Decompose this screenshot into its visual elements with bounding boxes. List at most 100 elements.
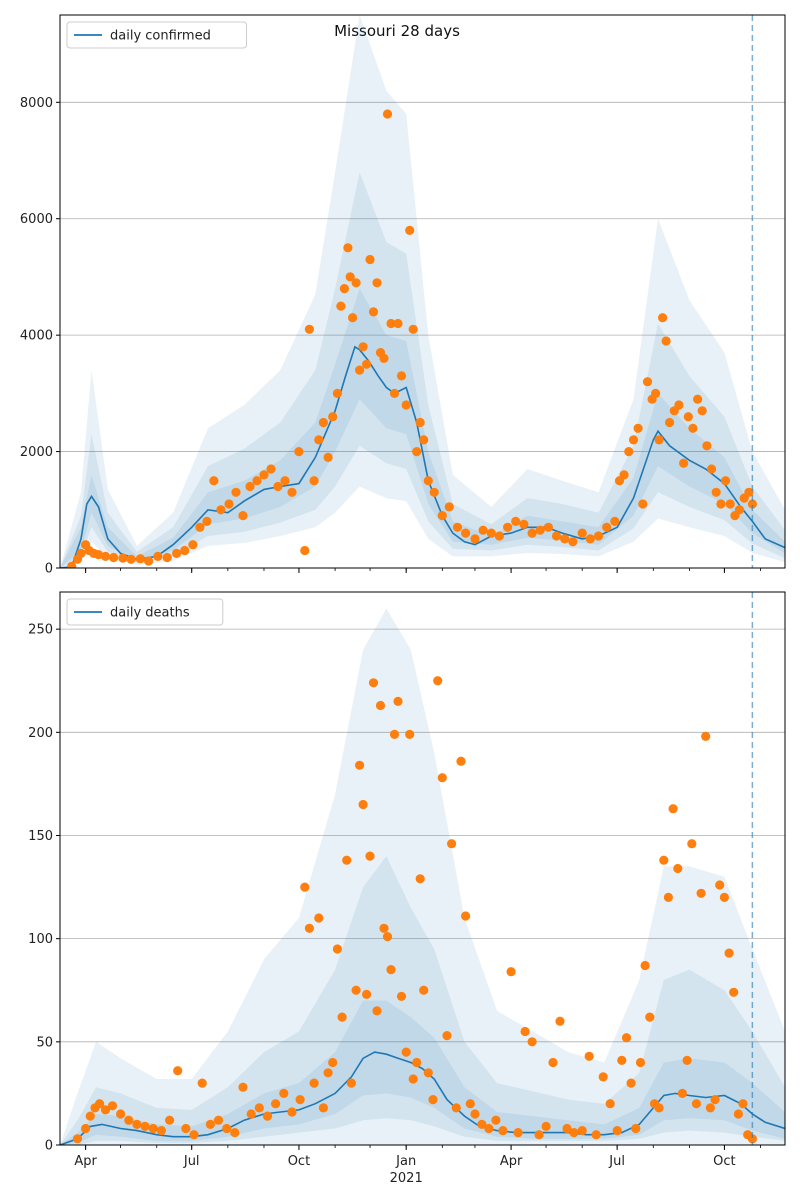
observed-point [135, 554, 145, 564]
observed-point [280, 476, 290, 486]
observed-point [144, 556, 154, 566]
observed-point [543, 522, 554, 532]
observed-point [716, 499, 726, 509]
observed-point [633, 423, 643, 433]
observed-point [456, 756, 466, 766]
y-tick-label: 0 [45, 562, 53, 577]
observed-point [405, 225, 415, 235]
observed-point [631, 1123, 641, 1134]
observed-point [294, 447, 304, 457]
x-tick-label: Apr [74, 1154, 97, 1169]
observed-point [710, 1095, 720, 1105]
observed-point [346, 1078, 356, 1088]
observed-point [498, 1126, 508, 1136]
observed-point [734, 505, 745, 515]
observed-point [654, 1103, 664, 1113]
observed-point [661, 336, 671, 346]
observed-point [197, 1078, 207, 1088]
observed-point [332, 388, 342, 398]
confidence-band-80 [60, 172, 785, 568]
observed-point [314, 913, 324, 923]
observed-point [156, 1126, 166, 1136]
observed-point [153, 551, 163, 562]
observed-point [355, 760, 365, 770]
observed-point [437, 773, 447, 783]
observed-point [562, 1123, 572, 1134]
y-tick-label: 4000 [20, 329, 53, 344]
observed-point [408, 1074, 418, 1084]
observed-point [93, 550, 104, 560]
observed-point [605, 1099, 615, 1109]
observed-point [465, 1099, 475, 1109]
observed-point [375, 700, 386, 711]
observed-point [238, 510, 248, 521]
observed-point [602, 522, 612, 532]
observed-point [355, 365, 365, 375]
observed-point [659, 855, 669, 865]
observed-point [478, 525, 488, 535]
observed-point [461, 911, 471, 921]
observed-point [266, 464, 276, 474]
observed-point [447, 839, 457, 849]
observed-point [342, 855, 352, 865]
observed-point [365, 254, 375, 265]
observed-point [348, 313, 358, 323]
observed-point [287, 1107, 297, 1117]
axes-frame [59, 14, 786, 569]
observed-point [682, 1055, 692, 1065]
observed-point [693, 394, 703, 404]
observed-point [273, 481, 283, 492]
observed-point [569, 1128, 579, 1138]
observed-point [181, 1123, 191, 1134]
observed-point [705, 1103, 716, 1113]
observed-point [368, 307, 379, 317]
observed-point [729, 987, 739, 997]
observed-point [304, 923, 314, 933]
observed-point [541, 1121, 551, 1131]
legend-box [66, 598, 224, 626]
observed-point [393, 696, 403, 707]
observed-point [619, 470, 629, 480]
observed-point [300, 882, 310, 892]
observed-point [433, 676, 443, 686]
observed-point [721, 476, 731, 486]
observed-point [617, 1055, 627, 1065]
observed-point [701, 731, 711, 742]
x-tick-label: Oct [713, 1154, 735, 1169]
observed-point [486, 528, 496, 538]
observed-point [519, 519, 529, 529]
confirmed-panel: 0 2000 4000 6000 8000 daily confirmed [20, 14, 786, 577]
y-tick-label: 250 [28, 623, 53, 638]
observed-point [323, 1068, 333, 1078]
observed-point [189, 1130, 199, 1140]
observed-point [358, 342, 368, 352]
observed-point [461, 528, 471, 538]
observed-point [295, 1095, 305, 1105]
observed-point [484, 1123, 494, 1134]
observed-point [339, 284, 349, 294]
observed-point [365, 851, 375, 861]
observed-point [345, 272, 355, 282]
legend-box [66, 21, 247, 49]
observed-point [645, 1012, 655, 1022]
observed-point [386, 965, 396, 975]
observed-point [328, 1057, 338, 1068]
observed-point [419, 435, 429, 445]
confidence-band-95 [60, 15, 785, 568]
observed-point [598, 1072, 608, 1082]
observed-point [107, 1101, 118, 1111]
observed-point [444, 502, 454, 512]
observed-point [401, 1047, 411, 1057]
observed-point [626, 1078, 636, 1088]
observed-point [612, 1126, 622, 1136]
observed-point [423, 476, 433, 486]
observed-point [230, 1128, 240, 1138]
observed-point [245, 481, 255, 492]
observed-point [100, 1105, 111, 1115]
observed-point [437, 510, 447, 521]
observed-point [351, 278, 361, 288]
observed-point [640, 960, 650, 971]
observed-point [81, 1123, 91, 1134]
observed-point [95, 1099, 105, 1109]
